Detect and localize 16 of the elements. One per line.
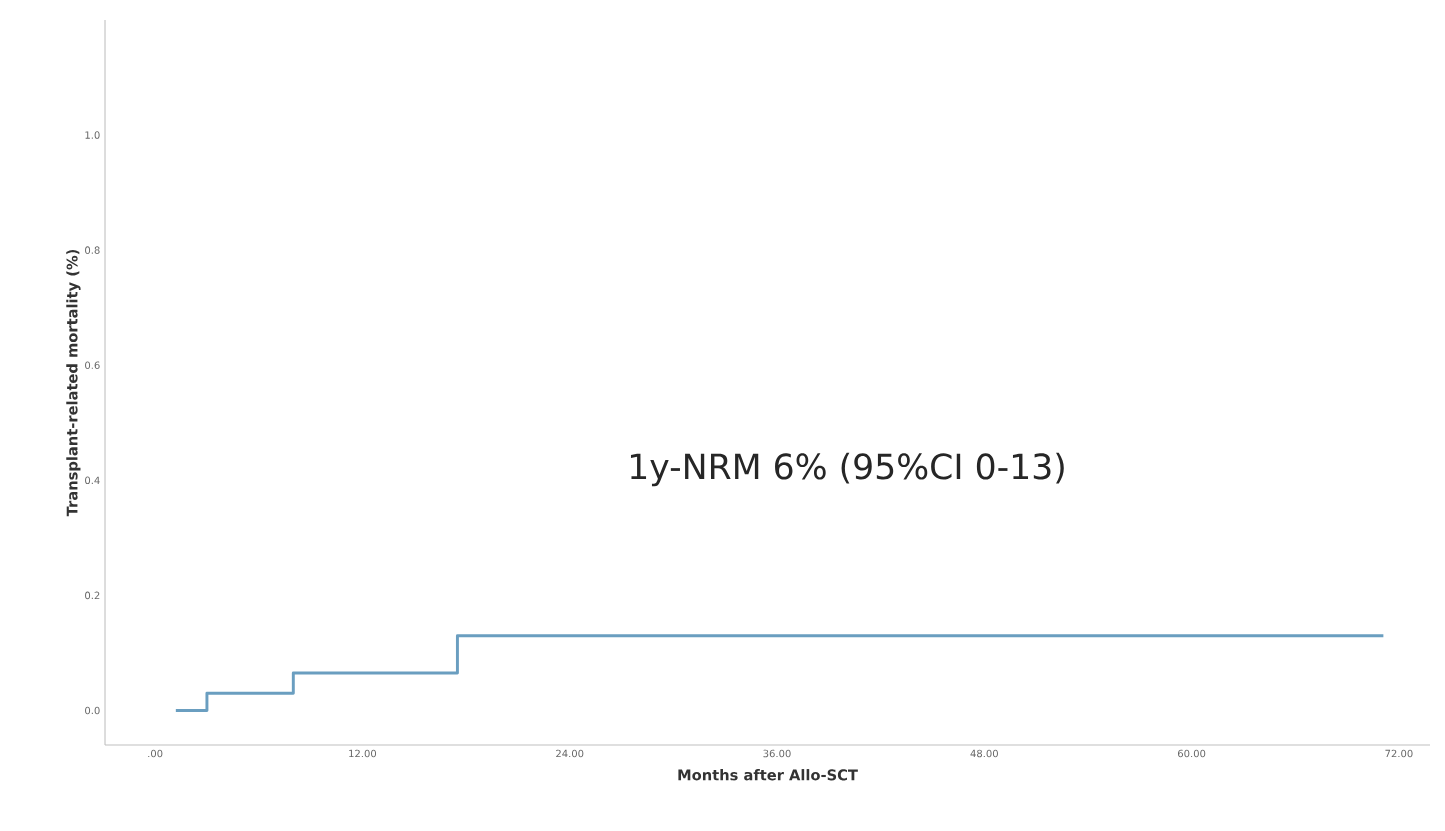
x-tick-label: 48.00 <box>970 749 998 758</box>
y-tick-label: 0.4 <box>85 476 100 485</box>
y-tick-label: 1.0 <box>85 131 100 139</box>
y-tick-label: 0.8 <box>85 246 100 254</box>
y-tick-label: 0.6 <box>85 361 100 370</box>
x-tick-label: 36.00 <box>763 749 791 758</box>
y-axis-title: Transplant-related mortality (%) <box>66 249 81 517</box>
annotation: 1y-NRM 6% (95%CI 0-13) <box>630 452 1064 487</box>
x-tick-label: 72.00 <box>1385 749 1413 758</box>
x-tick-label: 24.00 <box>556 749 584 758</box>
y-tick-label: 0.2 <box>85 591 100 600</box>
x-axis-title: Months after Allo-SCT <box>678 769 858 781</box>
x-tick-label: 60.00 <box>1177 749 1206 758</box>
x-tick-label: .00 <box>148 749 163 758</box>
y-tick-label: 0.0 <box>85 706 100 715</box>
x-tick-label: 12.00 <box>349 749 377 758</box>
